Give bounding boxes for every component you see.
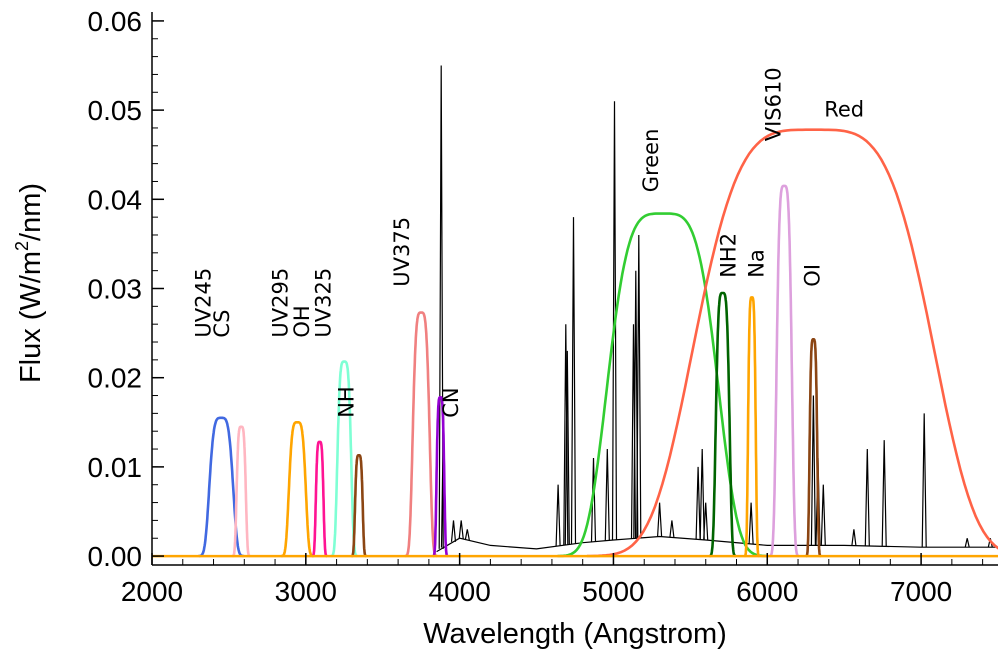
emission-line [604, 448, 610, 541]
y-axis-title: Flux (W/m2/nm) [12, 183, 47, 383]
y-axis-title-main: Flux (W/m [15, 251, 47, 383]
y-tick-label: 0.02 [88, 363, 143, 394]
emission-line [458, 520, 464, 539]
filter-curve-green [557, 212, 768, 558]
emission-line [748, 502, 754, 545]
emission-line [438, 65, 444, 549]
filter-curve-uv295 [281, 421, 314, 558]
emission-line [611, 101, 618, 540]
filter-label-oi: OI [801, 264, 825, 287]
filter-curve-nh2 [709, 291, 736, 558]
filter-curve-vis610 [769, 184, 800, 558]
x-tick-label: 6000 [736, 576, 798, 607]
emission-line [657, 502, 663, 537]
y-tick-label: 0.04 [88, 184, 143, 215]
filter-label-nh2: NH2 [717, 233, 741, 278]
filter-label-cn: CN [439, 387, 463, 417]
x-tick-label: 2000 [121, 576, 183, 607]
filter-curve-red [586, 128, 998, 558]
emission-line [881, 440, 887, 547]
x-tick-label: 5000 [582, 576, 644, 607]
filter-curve-uv375 [404, 311, 438, 558]
x-tick-label: 4000 [428, 576, 490, 607]
filter-label-vis610: VIS610 [761, 67, 785, 141]
filter-label-uv325: UV325 [311, 268, 335, 338]
filter-label-cs: CS [210, 310, 234, 338]
filter-label-red: Red [824, 97, 864, 121]
emission-line [464, 529, 470, 541]
emission-line [810, 395, 816, 546]
y-axis-title-end: /nm) [15, 183, 47, 241]
emission-line [864, 448, 870, 546]
emission-line [555, 484, 561, 547]
filter-label-na: Na [744, 249, 768, 278]
filter-label-oh: OH [290, 305, 314, 337]
emission-line [699, 448, 705, 540]
axes: 2000 3000 4000 5000 6000 7000 0.00 0.01 0.02 0.03… [88, 6, 998, 607]
x-axis-title: Wavelength (Angstrom) [423, 618, 727, 650]
filter-label-nh: NH [335, 386, 359, 418]
spectrum-continuum [436, 535, 998, 553]
filter-curve-cs [231, 425, 251, 558]
emission-line [964, 538, 970, 548]
emission-line [450, 520, 457, 542]
x-tick-label: 7000 [890, 576, 952, 607]
emission-line [695, 466, 701, 540]
filter-label-uv375: UV375 [390, 217, 414, 287]
filter-label-uv295: UV295 [268, 268, 292, 338]
filter-curve-cn [432, 396, 449, 558]
filter-curve-oi [805, 338, 822, 558]
filter-curve-na [743, 296, 760, 558]
filter-curve-oh [311, 440, 328, 558]
x-tick-label: 3000 [275, 576, 337, 607]
emission-line [921, 413, 927, 548]
emission-line [564, 350, 570, 545]
emission-line [636, 234, 642, 539]
emission-line [563, 324, 569, 546]
y-tick-label: 0.05 [88, 95, 143, 126]
y-tick-label: 0.03 [88, 274, 143, 305]
y-tick-label: 0.06 [88, 6, 143, 37]
y-tick-label: 0.01 [88, 452, 143, 483]
emission-line [590, 457, 597, 542]
y-axis-title-superscript: 2 [12, 241, 32, 251]
emission-line [703, 502, 709, 541]
emission-line [669, 520, 675, 538]
filter-label-uv245: UV245 [192, 268, 216, 338]
filter-label-green: Green [639, 129, 663, 193]
filter-curve-uv325 [330, 360, 358, 558]
y-tick-label: 0.00 [88, 541, 143, 572]
filter-curve-nh [350, 454, 367, 558]
emission-line [851, 529, 857, 546]
plot-area [152, 65, 998, 558]
emission-line [820, 484, 826, 546]
emission-line [570, 217, 577, 545]
